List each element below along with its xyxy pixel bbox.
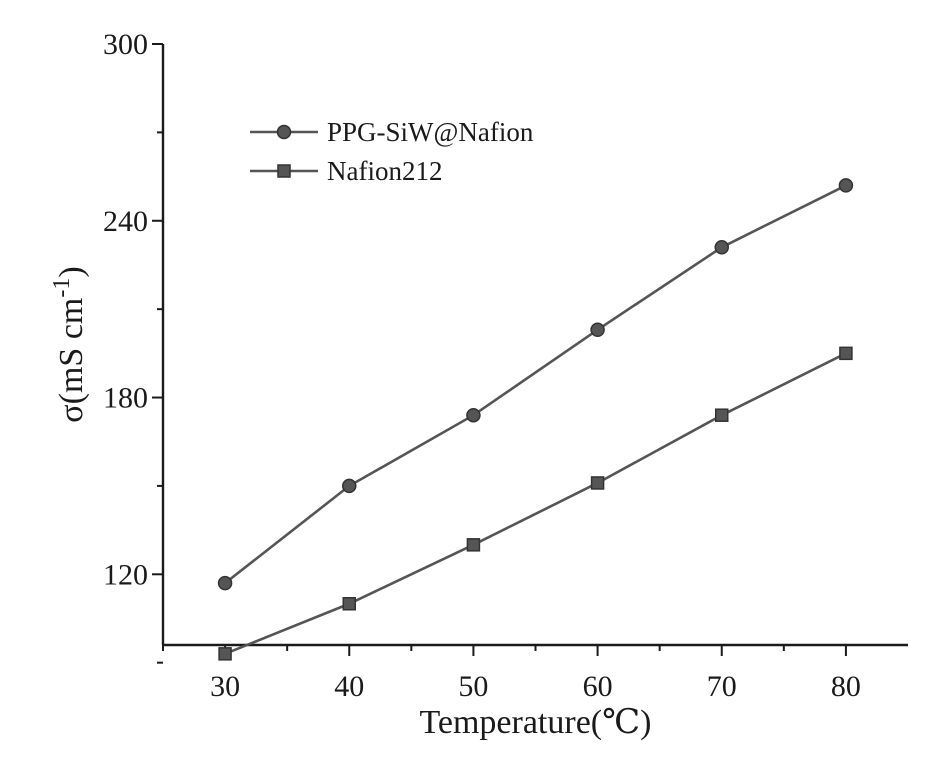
y-axis-title-sup: -1 — [49, 278, 75, 298]
series-1 — [219, 179, 853, 590]
series-line — [225, 353, 846, 654]
data-point — [219, 648, 231, 660]
series-2 — [219, 347, 852, 660]
y-tick-label: 180 — [103, 382, 148, 415]
legend-item: PPG-SiW@Nafion — [250, 117, 534, 147]
y-tick-label: 120 — [103, 558, 148, 591]
y-axis-title: σ(mS cm-1) — [49, 266, 90, 422]
y-axis-title-close: ) — [53, 266, 90, 277]
x-tick-label: 80 — [831, 670, 861, 703]
x-axis-title: Temperature(℃) — [420, 704, 652, 741]
data-point — [716, 409, 728, 421]
y-axis-title-main: σ(mS cm — [53, 298, 90, 423]
data-point — [715, 241, 728, 254]
legend-label: Nafion212 — [327, 156, 442, 186]
x-tick-label: 60 — [583, 670, 613, 703]
legend-marker — [278, 165, 290, 177]
data-point — [839, 179, 852, 192]
y-tick-label: 240 — [103, 205, 148, 238]
legend-marker — [278, 126, 291, 139]
series-layer — [219, 179, 853, 660]
data-point — [840, 347, 852, 359]
data-point — [219, 577, 232, 590]
legend-item: Nafion212 — [250, 156, 442, 186]
x-tick-label: 30 — [210, 670, 240, 703]
x-tick-label: 50 — [458, 670, 488, 703]
data-point — [467, 539, 479, 551]
y-tick-label: 300 — [103, 28, 148, 61]
data-point — [343, 598, 355, 610]
data-point — [592, 477, 604, 489]
x-tick-label: 40 — [334, 670, 364, 703]
legend: PPG-SiW@Nafion Nafion212 — [250, 117, 534, 186]
data-point — [343, 479, 356, 492]
x-tick-label: 70 — [707, 670, 737, 703]
data-point — [591, 323, 604, 336]
data-point — [467, 409, 480, 422]
series-line — [225, 185, 846, 583]
legend-label: PPG-SiW@Nafion — [327, 117, 534, 147]
plot-area — [163, 44, 908, 645]
